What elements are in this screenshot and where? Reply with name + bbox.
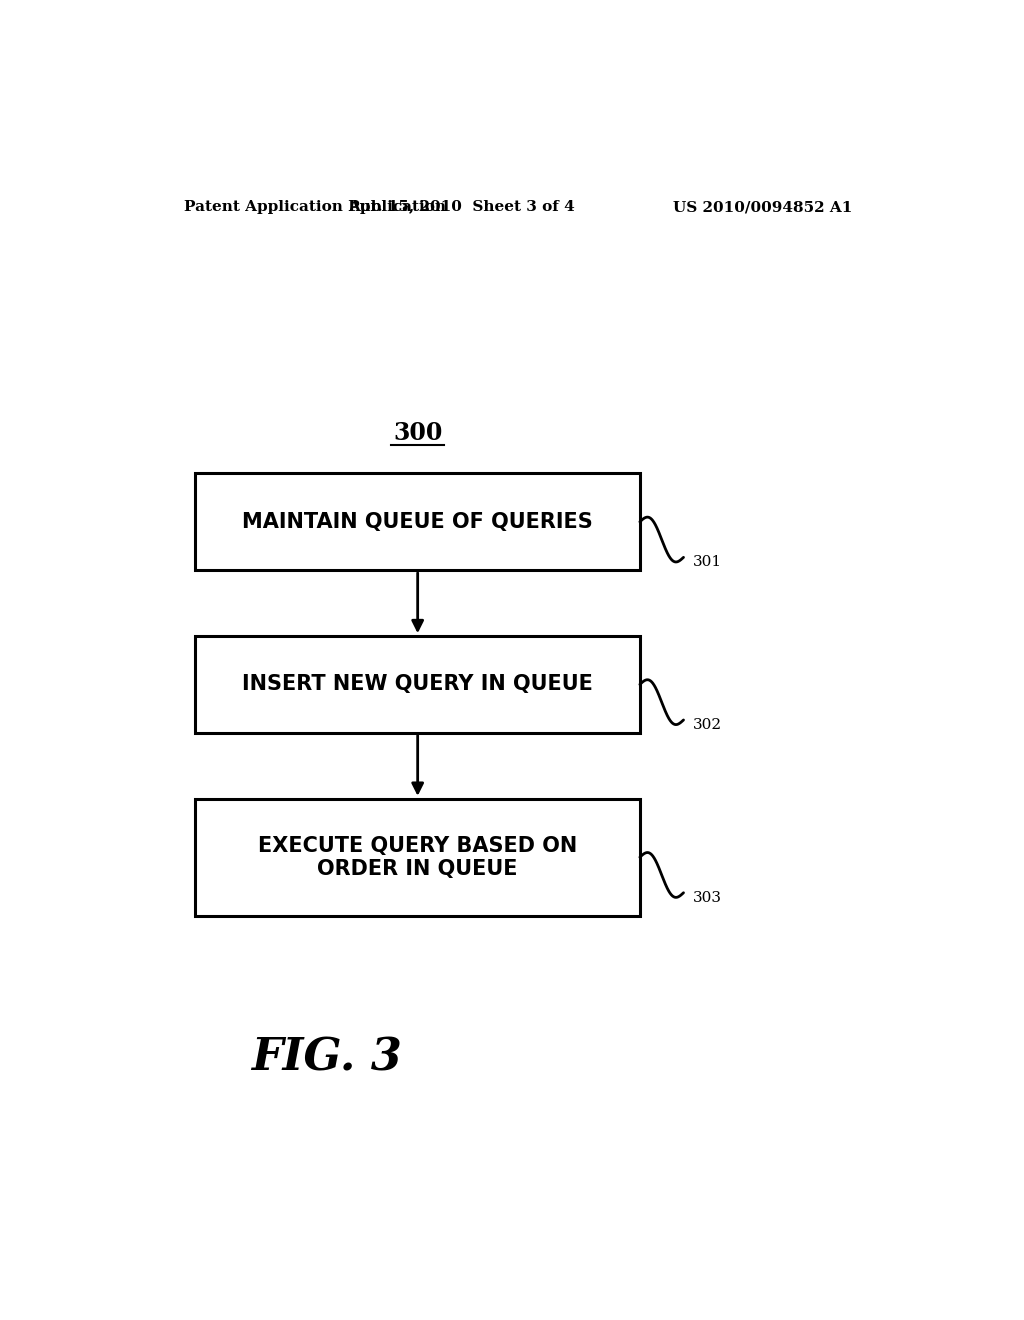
Text: INSERT NEW QUERY IN QUEUE: INSERT NEW QUERY IN QUEUE [243, 675, 593, 694]
Text: 303: 303 [693, 891, 722, 904]
Bar [196, 474, 640, 570]
Bar [196, 799, 640, 916]
Bar [196, 636, 640, 733]
Text: FIG. 3: FIG. 3 [251, 1036, 401, 1080]
Text: Apr. 15, 2010  Sheet 3 of 4: Apr. 15, 2010 Sheet 3 of 4 [348, 201, 574, 214]
Text: Patent Application Publication: Patent Application Publication [183, 201, 445, 214]
Text: MAINTAIN QUEUE OF QUERIES: MAINTAIN QUEUE OF QUERIES [243, 512, 593, 532]
Text: EXECUTE QUERY BASED ON
ORDER IN QUEUE: EXECUTE QUERY BASED ON ORDER IN QUEUE [258, 836, 578, 879]
Text: 301: 301 [693, 556, 722, 569]
Text: US 2010/0094852 A1: US 2010/0094852 A1 [673, 201, 853, 214]
Text: 302: 302 [693, 718, 722, 733]
Text: 300: 300 [393, 421, 442, 445]
